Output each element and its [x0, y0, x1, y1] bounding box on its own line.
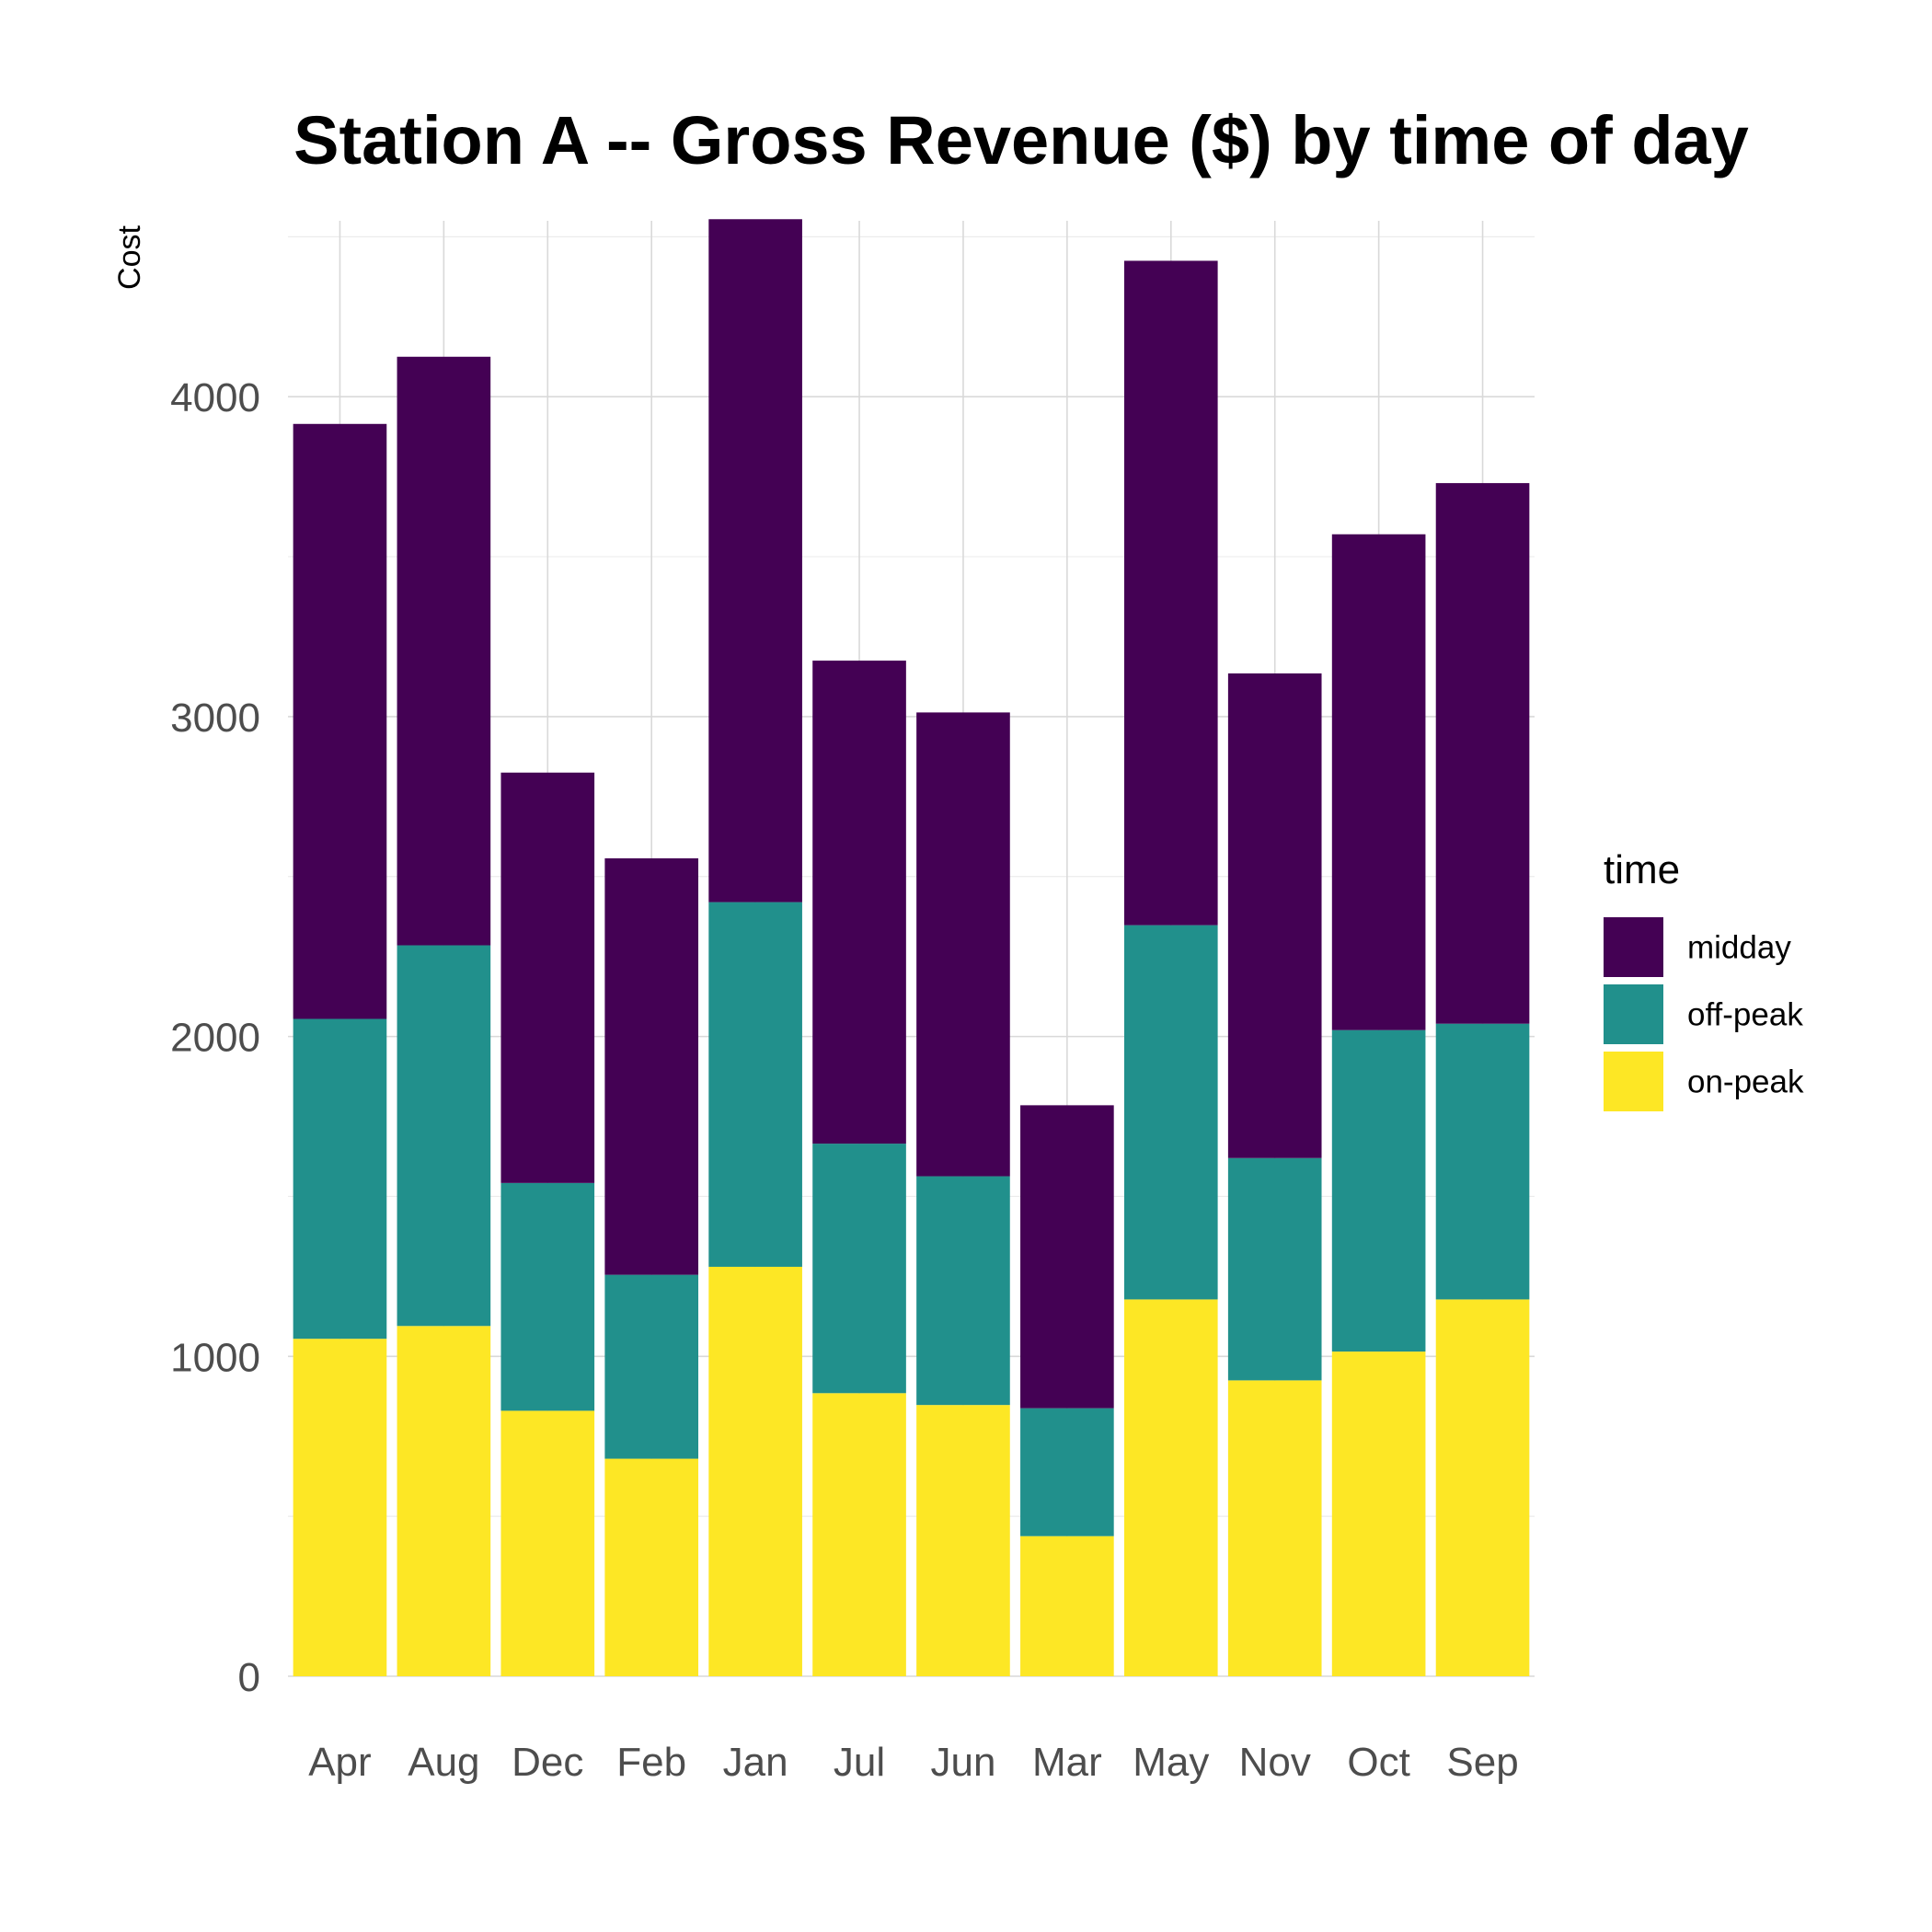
bar-segment-off-peak-dec — [500, 1182, 595, 1411]
x-tick-label: Jan — [723, 1740, 788, 1785]
bar-segment-midday-nov — [1227, 673, 1322, 1158]
bar-segment-off-peak-feb — [604, 1274, 699, 1459]
bar-segment-midday-mar — [1020, 1105, 1114, 1409]
bar-segment-on-peak-aug — [397, 1326, 491, 1676]
bar-segment-off-peak-oct — [1331, 1029, 1426, 1352]
bar-segment-off-peak-aug — [397, 945, 491, 1327]
x-tick-label: Nov — [1239, 1740, 1311, 1785]
legend-label-midday: midday — [1687, 930, 1791, 966]
bar-segment-off-peak-jul — [812, 1144, 906, 1394]
bar-segment-on-peak-jun — [916, 1405, 1010, 1676]
bar-segment-midday-feb — [604, 857, 699, 1275]
y-axis-label: Cost — [112, 224, 147, 289]
bars — [293, 219, 1530, 1676]
y-axis-ticks: 0 1000 2000 3000 4000 — [170, 375, 260, 1700]
bar-segment-midday-dec — [500, 772, 595, 1183]
bar-segment-midday-oct — [1331, 534, 1426, 1030]
bar-segment-off-peak-mar — [1020, 1408, 1114, 1536]
y-tick-label: 4000 — [170, 375, 260, 420]
bar-segment-on-peak-jul — [812, 1393, 906, 1676]
bar-segment-on-peak-dec — [500, 1410, 595, 1676]
bar-segment-midday-apr — [293, 423, 387, 1019]
legend-label-off-peak: off-peak — [1687, 997, 1803, 1033]
x-axis-ticks: Apr Aug Dec Feb Jan Jul Jun Mar May Nov Oct Sep — [308, 1740, 1518, 1785]
x-tick-label: Dec — [512, 1740, 583, 1785]
bar-segment-off-peak-may — [1123, 925, 1218, 1300]
y-tick-label: 2000 — [170, 1016, 260, 1061]
x-tick-label: Sep — [1446, 1740, 1518, 1785]
bar-segment-on-peak-feb — [604, 1458, 699, 1676]
bar-segment-midday-sep — [1435, 483, 1530, 1024]
bar-segment-midday-jun — [916, 712, 1010, 1177]
x-tick-label: Oct — [1347, 1740, 1409, 1785]
bar-segment-off-peak-jun — [916, 1176, 1010, 1406]
chart-title: Station A -- Gross Revenue ($) by time o… — [293, 102, 1749, 178]
y-tick-label: 0 — [238, 1655, 260, 1700]
bar-segment-on-peak-may — [1123, 1299, 1218, 1676]
bar-segment-on-peak-nov — [1227, 1380, 1322, 1676]
legend-key-on-peak — [1604, 1052, 1663, 1111]
legend: time midday off-peak on-peak — [1604, 847, 1804, 1111]
bar-segment-off-peak-nov — [1227, 1157, 1322, 1381]
legend-key-midday — [1604, 917, 1663, 977]
legend-label-on-peak: on-peak — [1687, 1064, 1804, 1100]
bar-segment-midday-aug — [397, 356, 491, 946]
bar-segment-on-peak-sep — [1435, 1299, 1530, 1676]
bar-segment-midday-jul — [812, 661, 906, 1144]
bar-segment-off-peak-sep — [1435, 1023, 1530, 1300]
bar-segment-on-peak-mar — [1020, 1535, 1114, 1676]
bar-segment-midday-may — [1123, 260, 1218, 926]
x-tick-label: Jul — [834, 1740, 885, 1785]
bar-segment-off-peak-apr — [293, 1018, 387, 1340]
x-tick-label: Mar — [1032, 1740, 1102, 1785]
legend-key-off-peak — [1604, 984, 1663, 1044]
bar-segment-off-peak-jan — [708, 902, 802, 1267]
bar-segment-on-peak-apr — [293, 1339, 387, 1676]
y-tick-label: 1000 — [170, 1335, 260, 1380]
bar-segment-on-peak-oct — [1331, 1351, 1426, 1676]
bar-segment-on-peak-jan — [708, 1266, 802, 1676]
x-tick-label: Feb — [616, 1740, 686, 1785]
x-tick-label: Jun — [930, 1740, 995, 1785]
x-tick-label: May — [1133, 1740, 1209, 1785]
y-tick-label: 3000 — [170, 696, 260, 741]
bar-segment-midday-jan — [708, 219, 802, 903]
x-tick-label: Apr — [308, 1740, 371, 1785]
x-tick-label: Aug — [408, 1740, 479, 1785]
legend-title: time — [1604, 847, 1680, 892]
